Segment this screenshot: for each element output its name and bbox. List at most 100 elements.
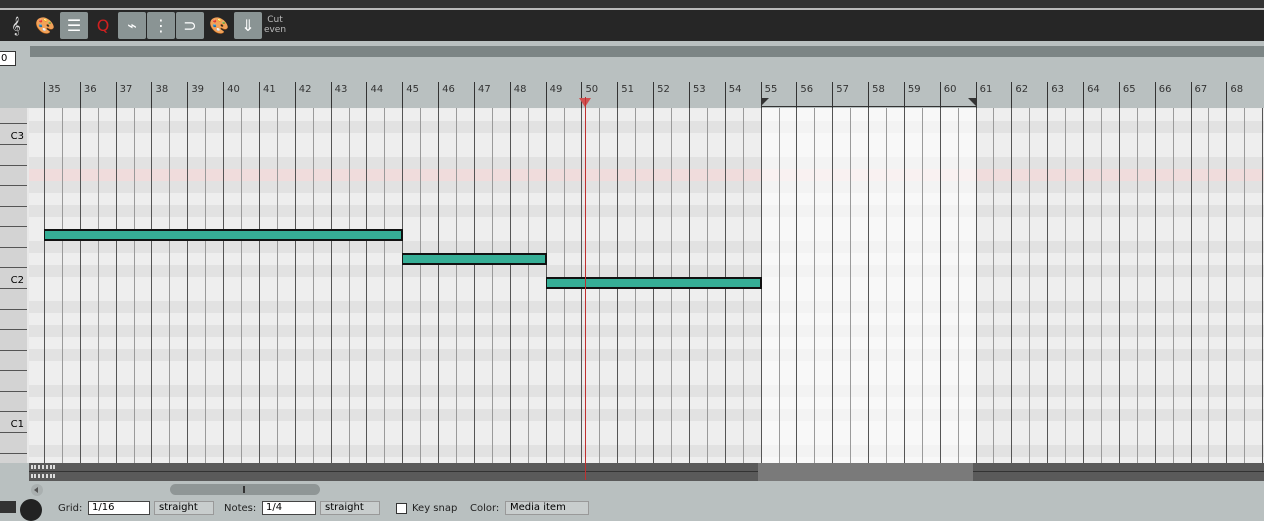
pitch-row[interactable] [29,241,1264,253]
measure-label: 47 [477,84,491,95]
pitch-row[interactable] [29,397,1264,409]
palette-footprint-button[interactable]: 🎨 [205,12,233,39]
piano-key[interactable]: C2 [0,268,27,289]
time-selection-bracket[interactable] [760,106,976,107]
piano-key[interactable] [0,453,27,463]
time-selection-end-marker[interactable] [967,98,976,106]
midi-note[interactable] [402,253,547,265]
cc-lanes[interactable] [29,463,1264,481]
piano-key[interactable] [0,165,27,187]
treble-clef-button[interactable]: 𝄞 [2,12,30,39]
piano-key[interactable] [0,309,27,331]
piano-key[interactable] [0,145,27,166]
scrollbar-thumb[interactable] [243,486,245,493]
pitch-row[interactable] [29,217,1264,229]
piano-key[interactable]: C3 [0,124,27,145]
cut-even-button[interactable]: Cut even [262,15,288,35]
beat-gridline [814,108,816,463]
pitch-row[interactable] [29,325,1264,337]
time-selection-start-marker[interactable] [760,98,769,106]
window-top-bar [0,0,1264,9]
notes-type-select[interactable]: straight [320,501,380,515]
piano-key[interactable] [0,108,27,125]
measure-tick [617,82,619,108]
pitch-row[interactable] [29,385,1264,397]
measure-label: 51 [621,84,634,95]
piano-key[interactable] [0,247,27,269]
pitch-row[interactable] [29,409,1264,421]
pitch-row[interactable] [29,265,1264,277]
piano-key[interactable] [0,206,27,228]
pitch-row[interactable] [29,301,1264,313]
measure-gridline [939,108,941,463]
piano-roll-grid[interactable] [29,108,1264,463]
pitch-row[interactable] [29,373,1264,385]
record-button[interactable] [20,499,42,521]
zoom-scrollbar[interactable] [170,484,320,495]
pitch-row[interactable] [29,133,1264,145]
measure-tick [796,82,798,108]
insert-note-button[interactable]: ⇓ [234,12,262,39]
piano-key[interactable] [0,330,27,351]
piano-keyboard[interactable]: C3 C2 C1 [0,108,29,463]
measure-label: 37 [119,84,133,95]
piano-key[interactable]: C1 [0,412,27,433]
cc-envelope-button[interactable]: ⌁ [118,12,146,39]
lane-resize-handle[interactable] [31,474,55,478]
measure-label: 44 [370,84,384,95]
measure-label: 56 [800,84,814,95]
pitch-row[interactable] [29,157,1264,169]
beat-gridline [993,108,995,463]
pitch-row[interactable] [29,145,1264,157]
pitch-row[interactable] [29,361,1264,373]
measure-label: 52 [657,84,670,95]
piano-key[interactable] [0,350,27,372]
midi-note[interactable] [545,277,762,289]
notes-input[interactable]: 1/4 [262,501,316,515]
divider [0,8,1264,10]
piano-key[interactable] [0,227,27,248]
pitch-row[interactable] [29,313,1264,325]
pitch-row[interactable] [29,445,1264,457]
measure-label: 57 [836,84,849,95]
pitch-row[interactable] [29,109,1264,121]
piano-key[interactable] [0,371,27,392]
piano-key[interactable] [0,186,27,207]
position-bar[interactable] [30,46,1264,57]
measure-tick [294,82,296,108]
color-palette-check-icon: 🎨 [35,16,55,35]
grid-type-select[interactable]: straight [154,501,214,515]
pitch-row[interactable] [29,193,1264,205]
pitch-row[interactable] [29,421,1264,433]
scroll-left-button[interactable] [31,484,43,496]
beat-gridline [205,108,207,463]
mode-button[interactable] [0,501,16,513]
position-input[interactable]: 0 [0,51,16,66]
pitch-row[interactable] [29,289,1264,301]
measure-gridline [1190,108,1192,463]
pitch-row[interactable] [29,349,1264,361]
piano-key[interactable] [0,289,27,310]
color-palette-check-button[interactable]: 🎨 [31,12,59,39]
measure-label: 41 [262,84,276,95]
pitch-row[interactable] [29,121,1264,133]
pitch-row[interactable] [29,169,1264,181]
midi-note[interactable] [44,229,404,241]
measure-label: 45 [406,84,420,95]
pitch-row[interactable] [29,457,1264,463]
list-view-button[interactable]: ☰ [60,12,88,39]
pitch-row[interactable] [29,253,1264,265]
grid-input[interactable]: 1/16 [88,501,150,515]
lane-resize-handle[interactable] [31,465,55,469]
playhead-cursor[interactable] [585,97,587,480]
grid-lines-button[interactable]: ⋮⋮⋮ [147,12,175,39]
loop-snap-button[interactable]: ⊃ [176,12,204,39]
color-select[interactable]: Media item [505,501,589,515]
pitch-row[interactable] [29,205,1264,217]
pitch-row[interactable] [29,337,1264,349]
quantize-button[interactable]: Q [89,12,117,39]
piano-key[interactable] [0,433,27,454]
piano-key[interactable] [0,391,27,413]
pitch-row[interactable] [29,181,1264,193]
pitch-row[interactable] [29,433,1264,445]
